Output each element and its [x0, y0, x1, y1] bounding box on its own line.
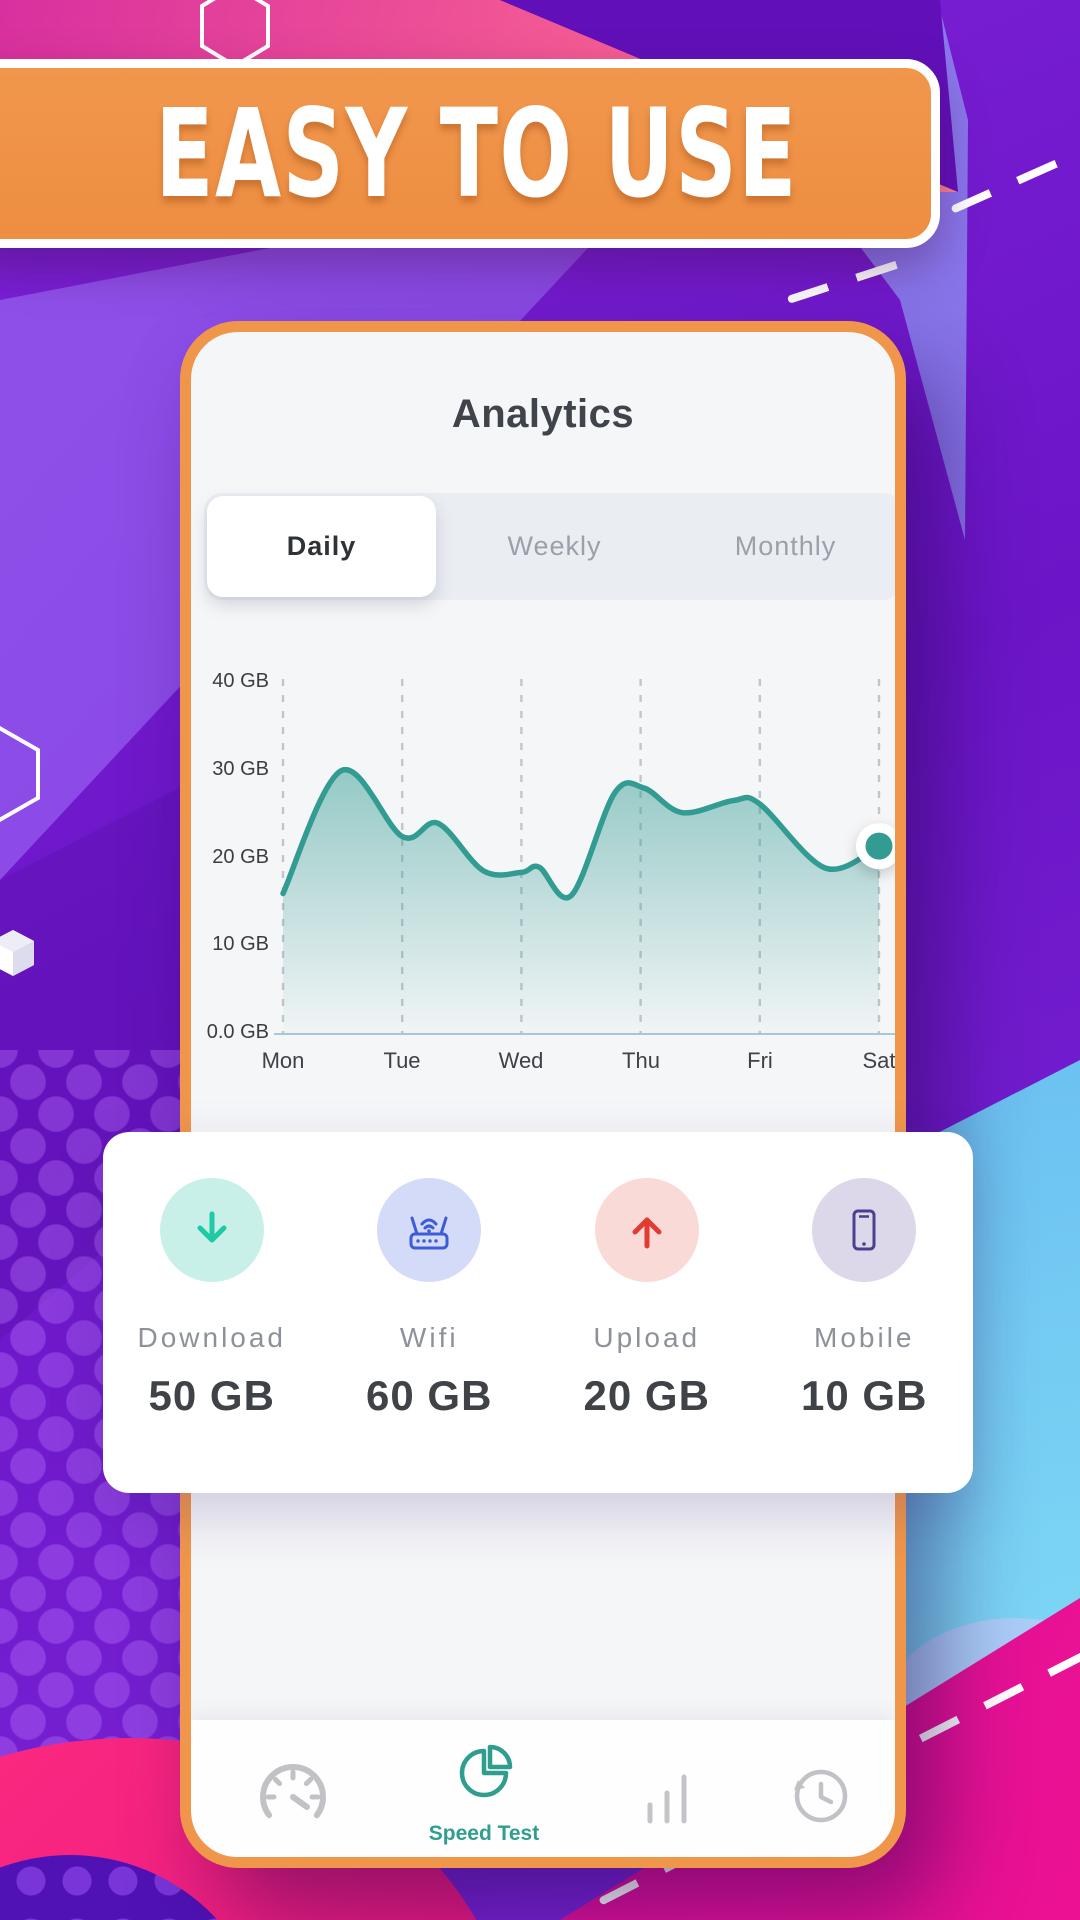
history-icon[interactable] [789, 1764, 853, 1828]
hexagon-outline-icon [200, 0, 270, 68]
stat-value: 50 GB [148, 1372, 275, 1419]
period-tabbar: Daily Weekly Monthly [204, 493, 895, 600]
stat-label: Wifi [399, 1322, 459, 1353]
tab-weekly[interactable]: Weekly [507, 531, 602, 561]
stat-wifi: Wifi 60 GB [321, 1132, 539, 1493]
tab-monthly[interactable]: Monthly [734, 531, 837, 561]
upload-arrow-icon [632, 1217, 662, 1249]
x-axis-tick: Sat [862, 1048, 895, 1073]
download-arrow-icon [197, 1211, 227, 1243]
mobile-phone-icon [852, 1209, 876, 1251]
stat-label: Upload [593, 1322, 701, 1353]
tab-daily[interactable]: Daily [207, 496, 436, 597]
nav-label-speed-test[interactable]: Speed Test [428, 1822, 540, 1845]
stat-label: Mobile [814, 1322, 915, 1353]
y-axis-tick: 0.0 GB [206, 1021, 269, 1043]
y-axis-tick: 20 GB [212, 846, 269, 868]
usage-stats-card: Download 50 GB Wifi 60 GB [103, 1132, 973, 1493]
wifi-router-icon [409, 1216, 449, 1250]
stat-value: 60 GB [366, 1372, 493, 1419]
x-axis-tick: Wed [498, 1048, 544, 1073]
cube-icon [0, 930, 34, 976]
x-axis-tick: Thu [622, 1048, 660, 1073]
stat-mobile: Mobile 10 GB [756, 1132, 974, 1493]
hexagon-outline-icon [0, 725, 40, 823]
y-axis-tick: 40 GB [212, 670, 269, 692]
promo-banner-title: EASY TO USE [155, 82, 798, 225]
x-axis-tick: Tue [383, 1048, 421, 1073]
phone-mockup: Analytics Daily Weekly Monthly 40 GB 30 … [180, 321, 906, 1868]
x-axis-tick: Fri [747, 1048, 773, 1073]
stat-value: 10 GB [801, 1372, 928, 1419]
y-axis-tick: 30 GB [212, 758, 269, 780]
mobile-circle [812, 1178, 917, 1282]
wifi-circle [377, 1178, 482, 1282]
stat-download: Download 50 GB [103, 1132, 321, 1493]
page-title: Analytics [451, 392, 635, 436]
stat-label: Download [137, 1322, 287, 1353]
speedometer-icon[interactable] [255, 1759, 331, 1835]
stat-value: 20 GB [583, 1372, 710, 1419]
pie-chart-icon[interactable] [452, 1741, 516, 1805]
usage-area-chart [274, 679, 895, 1035]
bar-chart-icon[interactable] [640, 1769, 696, 1825]
stat-upload: Upload 20 GB [538, 1132, 756, 1493]
bottom-navbar [191, 1720, 895, 1857]
download-circle [159, 1178, 264, 1282]
upload-circle [594, 1178, 699, 1282]
x-axis-tick: Mon [261, 1048, 305, 1073]
y-axis-tick: 10 GB [212, 933, 269, 955]
phone-screen: Analytics Daily Weekly Monthly 40 GB 30 … [191, 332, 895, 1857]
promo-banner: EASY TO USE [0, 59, 940, 248]
